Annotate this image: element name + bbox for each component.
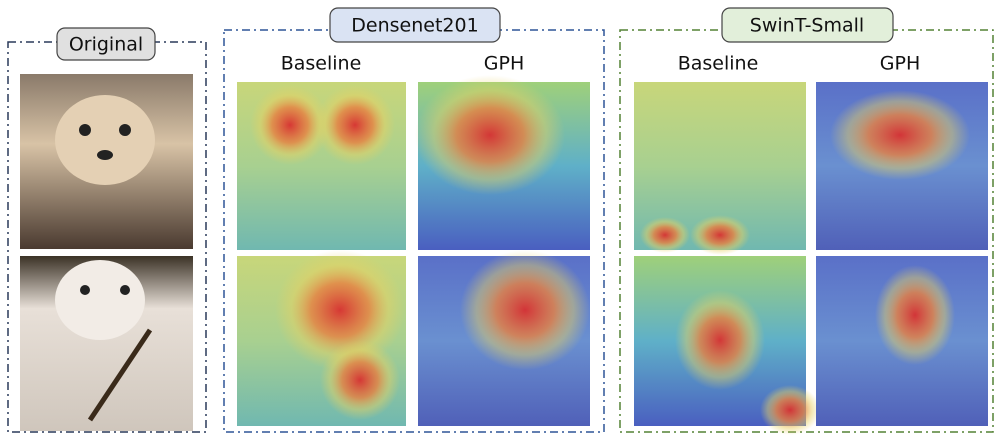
heatmap-image (237, 250, 406, 426)
column-header: Baseline (678, 53, 759, 75)
heatmap-image (634, 256, 820, 435)
heatmap-image (237, 82, 406, 250)
panel-label: Original (69, 34, 143, 56)
heatmap-image (816, 256, 988, 426)
photo (20, 74, 193, 249)
heatmap-image (634, 82, 806, 255)
panel-label: Densenet201 (351, 15, 478, 37)
column-header: Baseline (281, 53, 362, 75)
heatmap-image (816, 82, 988, 250)
column-header: GPH (880, 53, 920, 75)
heatmap-image (418, 250, 590, 426)
photo (20, 256, 193, 431)
page: Original Densenet201 SwinT-Small Baselin… (0, 0, 999, 438)
heatmap-image (415, 75, 590, 250)
panel-label: SwinT-Small (750, 15, 864, 37)
column-header: GPH (484, 53, 524, 75)
figure: Original Densenet201 SwinT-Small Baselin… (0, 0, 999, 438)
